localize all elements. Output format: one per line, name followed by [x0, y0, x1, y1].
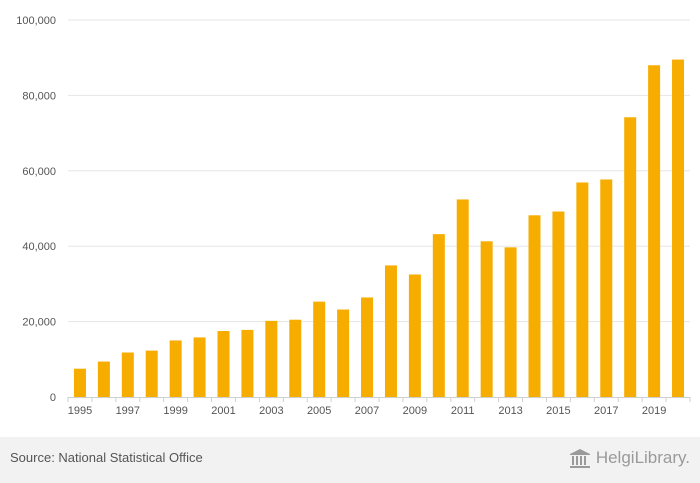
bar-2013[interactable]	[504, 247, 517, 397]
bars	[73, 59, 685, 398]
bar-2004[interactable]	[289, 319, 302, 397]
source-note: Source: National Statistical Office	[10, 450, 203, 465]
x-tick-labels: 1995 1997 1999 2001 2003 2005 2007 2009 2011 2013…	[68, 405, 667, 417]
bar-2011[interactable]	[456, 199, 469, 397]
bar-2001[interactable]	[217, 331, 230, 397]
y-tick-label: 0	[50, 392, 56, 404]
bar-2019[interactable]	[648, 65, 661, 398]
x-tick-label: 1999	[163, 405, 187, 417]
y-tick-label: 40,000	[22, 241, 56, 253]
x-tick-label: 2017	[594, 405, 618, 417]
bar-1998[interactable]	[145, 350, 158, 397]
y-tick-label: 80,000	[22, 90, 56, 102]
bar-2007[interactable]	[361, 297, 374, 397]
bar-2016[interactable]	[576, 182, 589, 397]
bar-2014[interactable]	[528, 215, 541, 397]
bar-2010[interactable]	[432, 234, 445, 397]
x-tick-label: 2007	[355, 405, 379, 417]
bar-1995[interactable]	[73, 368, 86, 397]
bar-2020[interactable]	[672, 59, 685, 398]
y-tick-labels: 0 20,000 40,000 60,000 80,000 100,000	[16, 15, 56, 404]
y-tick-label: 20,000	[22, 317, 56, 329]
bar-2018[interactable]	[624, 117, 637, 398]
x-tick-label: 1995	[68, 405, 92, 417]
bar-2015[interactable]	[552, 211, 565, 397]
bar-2012[interactable]	[480, 241, 493, 397]
y-tick-label: 60,000	[22, 166, 56, 178]
footer: Source: National Statistical Office Helg…	[0, 437, 700, 483]
bar-2005[interactable]	[313, 301, 326, 397]
bar-2000[interactable]	[193, 337, 206, 397]
bar-2006[interactable]	[337, 309, 350, 397]
x-tick-label: 2019	[642, 405, 666, 417]
bar-2009[interactable]	[408, 274, 421, 397]
helgi-library-logo[interactable]: HelgiLibrary.	[568, 446, 690, 470]
x-tick-label: 1997	[116, 405, 140, 417]
axes	[67, 397, 691, 402]
x-tick-label: 2003	[259, 405, 283, 417]
bar-2003[interactable]	[265, 320, 278, 397]
x-tick-label: 2001	[211, 405, 235, 417]
bar-2017[interactable]	[600, 179, 613, 397]
x-tick-label: 2009	[403, 405, 427, 417]
logo-text: HelgiLibrary.	[595, 448, 690, 467]
x-tick-label: 2015	[546, 405, 570, 417]
bar-2002[interactable]	[241, 329, 254, 397]
bar-1996[interactable]	[97, 361, 110, 397]
library-building-icon	[569, 449, 590, 468]
x-tick-label: 2013	[498, 405, 522, 417]
bar-1997[interactable]	[121, 352, 134, 397]
gridlines	[68, 19, 690, 323]
y-tick-label: 100,000	[16, 15, 56, 27]
bar-2008[interactable]	[384, 265, 397, 397]
bar-1999[interactable]	[169, 340, 182, 397]
x-tick-label: 2005	[307, 405, 331, 417]
x-tick-label: 2011	[451, 405, 475, 417]
